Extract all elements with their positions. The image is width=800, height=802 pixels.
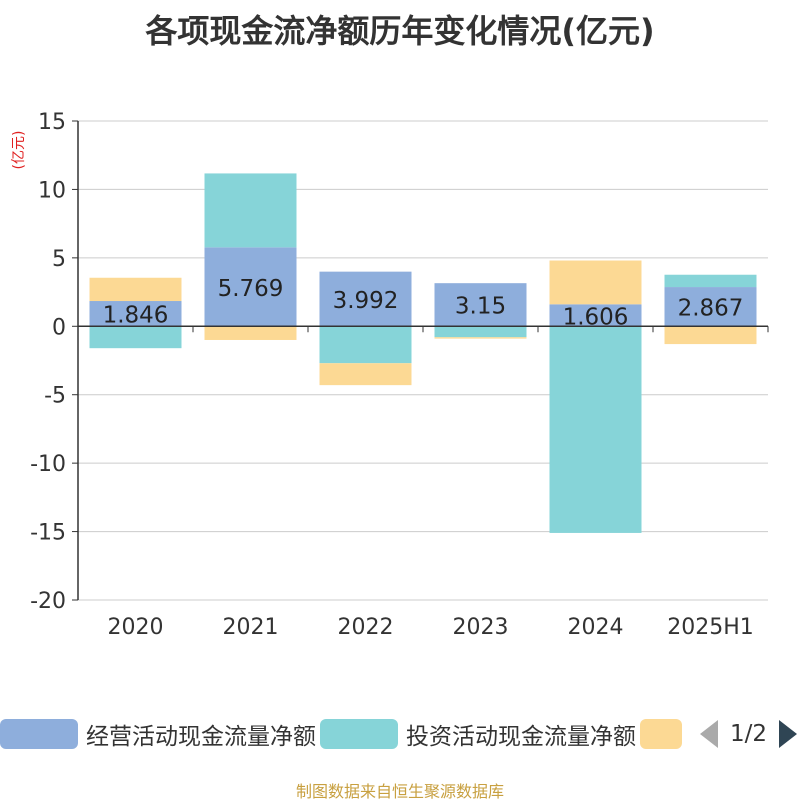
- bar-financing: [434, 337, 527, 339]
- y-tick-label: -20: [30, 589, 66, 614]
- legend-page-number: 1/2: [730, 721, 768, 747]
- x-tick-label: 2020: [108, 615, 164, 640]
- legend-item-operating[interactable]: 经营活动现金流量净额: [0, 716, 316, 752]
- y-tick-label: 0: [52, 315, 66, 340]
- bar-investing: [664, 274, 757, 288]
- bar-operating: [549, 304, 642, 327]
- legend: 经营活动现金流量净额 投资活动现金流量净额 1/2: [0, 716, 800, 756]
- data-label: 1.846: [103, 303, 169, 329]
- bar-financing: [664, 326, 757, 345]
- data-label: 3.992: [333, 288, 399, 314]
- bar-financing: [89, 277, 182, 302]
- data-source-note: 制图数据来自恒生聚源数据库: [295, 782, 504, 801]
- legend-swatch-financing: [640, 719, 682, 749]
- y-tick-label: 5: [52, 247, 66, 272]
- bar-financing: [204, 326, 297, 340]
- bar-operating: [319, 271, 412, 327]
- bar-operating: [89, 301, 182, 327]
- legend-swatch-operating: [0, 719, 78, 749]
- x-tick-label: 2021: [223, 615, 279, 640]
- chart-title: 各项现金流净额历年变化情况(亿元): [145, 12, 655, 50]
- y-tick-label: 10: [38, 178, 66, 203]
- y-tick-label: -15: [30, 521, 66, 546]
- bar-investing: [89, 326, 182, 349]
- y-tick-label: 15: [38, 110, 66, 135]
- y-tick-label: -5: [44, 384, 66, 409]
- x-tick-label: 2025H1: [667, 615, 754, 640]
- data-label: 5.769: [218, 276, 284, 302]
- bar-operating: [664, 287, 757, 327]
- x-tick-label: 2024: [568, 615, 624, 640]
- bar-financing: [549, 260, 642, 305]
- data-label: 2.867: [678, 296, 744, 322]
- legend-pager: 1/2: [700, 716, 798, 752]
- bar-financing: [319, 363, 412, 386]
- bar-investing: [434, 326, 527, 338]
- legend-label-operating: 经营活动现金流量净额: [86, 724, 316, 750]
- legend-swatch-investing: [320, 719, 398, 749]
- y-tick-label: -10: [30, 452, 66, 477]
- bar-operating: [204, 247, 297, 327]
- data-label: 3.15: [455, 294, 506, 320]
- legend-item-financing[interactable]: [640, 716, 682, 752]
- bar-investing: [204, 173, 297, 248]
- x-tick-label: 2023: [453, 615, 509, 640]
- bar-investing: [549, 326, 642, 533]
- legend-label-investing: 投资活动现金流量净额: [406, 724, 636, 750]
- legend-item-investing[interactable]: 投资活动现金流量净额: [320, 716, 636, 752]
- legend-prev-page-icon[interactable]: [700, 720, 718, 748]
- bar-chart: 15 10 5 0 -5 -10 -15 -20 2020 2021 2022 2023 2024 202…: [30, 110, 769, 640]
- legend-next-page-icon[interactable]: [779, 720, 798, 748]
- bar-investing: [319, 326, 412, 364]
- x-tick-label: 2022: [338, 615, 394, 640]
- bar-operating: [434, 283, 527, 327]
